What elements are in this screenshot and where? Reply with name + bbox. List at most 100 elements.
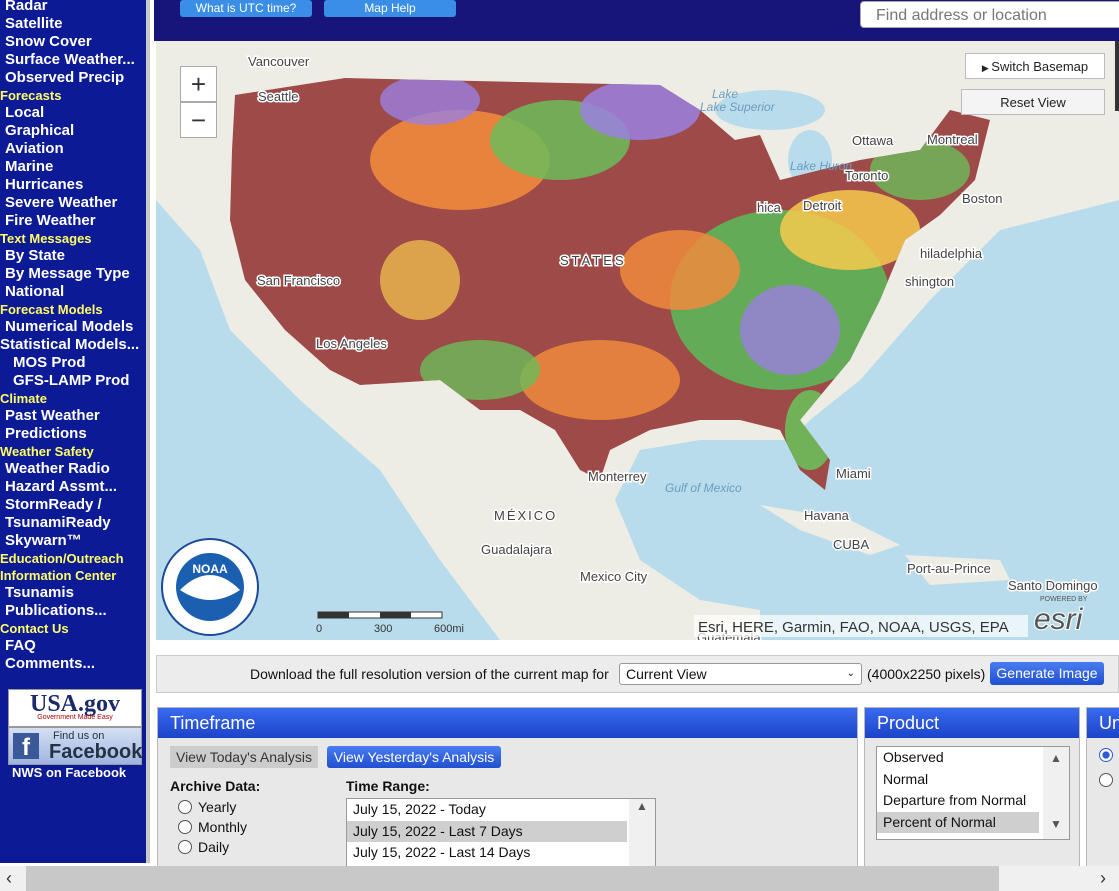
nav-link[interactable]: Satellite [5, 15, 63, 32]
map-label: CUBA [833, 537, 869, 552]
range-item[interactable]: July 15, 2022 - Today [353, 801, 486, 817]
nav-heading[interactable]: Text Messages [0, 231, 92, 246]
nav-link[interactable]: Surface Weather... [5, 51, 135, 68]
nav-link[interactable]: By State [5, 247, 66, 264]
scale-label: 300 [374, 623, 392, 635]
search-box[interactable]: Find address or location [860, 1, 1119, 28]
usagov-tag: Government Made Easy [37, 714, 113, 721]
product-panel: Product Observed Normal Departure from Nor… [864, 707, 1080, 867]
nav-link[interactable]: Local [5, 104, 45, 121]
archive-option[interactable]: Monthly [178, 817, 247, 837]
nav-link[interactable]: MOS Prod [13, 354, 86, 371]
option-label: Yearly [198, 799, 237, 815]
nav-link[interactable]: Predictions [5, 425, 87, 442]
fb-top: Find us on [53, 730, 105, 742]
facebook-badge[interactable]: f Find us on Facebook [8, 727, 142, 765]
nav-link[interactable]: Skywarn™ [5, 532, 82, 549]
nav-link[interactable]: Observed Precip [5, 69, 125, 86]
today-button[interactable]: View Today's Analysis [170, 746, 318, 768]
unit-radio[interactable] [1099, 773, 1113, 787]
fb-icon: f [13, 733, 39, 761]
option-label: Daily [198, 839, 230, 855]
scroll-right[interactable]: › [1100, 868, 1106, 888]
range-list[interactable]: July 15, 2022 - Today July 15, 2022 - Las… [346, 798, 656, 866]
help-button[interactable]: Map Help [324, 0, 456, 17]
archive-option[interactable]: Yearly [178, 797, 247, 817]
nav-heading[interactable]: Forecast Models [0, 302, 103, 317]
reset-button[interactable]: Reset View [961, 89, 1105, 115]
nav-link[interactable]: Statistical Models... [0, 336, 140, 353]
yesterday-button[interactable]: View Yesterday's Analysis [327, 746, 501, 768]
nav-link[interactable]: National [5, 283, 65, 300]
utc-button[interactable]: What is UTC time? [180, 0, 312, 17]
generate-button[interactable]: Generate Image [990, 662, 1104, 685]
unit-radio[interactable] [1099, 748, 1113, 762]
nav-link[interactable]: GFS-LAMP Prod [13, 372, 130, 389]
nav-link[interactable]: Snow Cover [5, 33, 92, 50]
nav-heading[interactable]: Information Center [0, 568, 117, 583]
zoom-in[interactable]: + [180, 66, 217, 102]
range-item[interactable]: July 15, 2022 - Last 7 Days [347, 820, 627, 842]
nav-link[interactable]: Marine [5, 158, 54, 175]
archive-option[interactable]: Daily [178, 837, 247, 857]
map-label: Ottawa [852, 133, 894, 148]
scroll-left[interactable]: ‹ [6, 868, 12, 888]
radio [178, 800, 192, 814]
map-label: Los Angeles [316, 336, 387, 351]
nav-link[interactable]: StormReady / TsunamiReady [5, 496, 111, 531]
map-label: Lake Superior [700, 100, 776, 114]
nav-link[interactable]: Hazard Assmt... [5, 478, 117, 495]
product-item[interactable]: Normal [883, 770, 929, 787]
range-item[interactable]: July 15, 2022 - Last 14 Days [353, 844, 531, 860]
map[interactable]: Vancouver Seattle Lake Lake Superior Ott… [156, 41, 1119, 640]
nav-heading[interactable]: Contact Us [0, 621, 69, 636]
v-scrollbar [1115, 41, 1119, 111]
nav-heading[interactable]: Climate [0, 391, 47, 406]
nav-link[interactable]: FAQ [5, 637, 36, 654]
product-item[interactable]: Observed [883, 749, 944, 765]
product-list[interactable]: Observed Normal Departure from Normal Perce… [876, 746, 1070, 840]
scale-label: 0 [316, 623, 322, 635]
map-label: STATES [560, 253, 627, 268]
zoom-out[interactable]: − [180, 102, 217, 138]
scale-bar-seg [380, 612, 411, 618]
nav-heading[interactable]: Forecasts [0, 88, 62, 103]
nav-heading[interactable]: Education/Outreach [0, 551, 124, 566]
fb-text: Facebook [49, 741, 143, 763]
nav-link[interactable]: Publications... [5, 602, 107, 619]
attribution-bg [694, 615, 1028, 637]
panel-title: Product [865, 708, 1079, 738]
map-label: San Francisco [257, 273, 340, 288]
view-select[interactable]: Current View ⌄ [619, 663, 862, 685]
nav-heading[interactable]: Weather Safety [0, 444, 94, 459]
nav-link[interactable]: Aviation [5, 140, 64, 157]
basemap-button[interactable]: ▶ Switch Basemap [965, 53, 1105, 79]
nav-link[interactable]: Graphical [5, 122, 75, 139]
nav-link[interactable]: By Message Type [5, 265, 130, 282]
map-canvas: Vancouver Seattle Lake Lake Superior Ott… [156, 41, 1119, 640]
list-scroll: ▲ ▼ [1043, 747, 1069, 839]
nav-link[interactable]: Fire Weather [5, 212, 96, 229]
nav-link[interactable]: Radar [5, 0, 48, 14]
nav-link[interactable]: Numerical Models [5, 318, 134, 335]
nav-link[interactable]: Past Weather [5, 407, 100, 424]
nav-link[interactable]: Tsunamis [5, 584, 74, 601]
esri-logo: esri [1034, 603, 1084, 636]
map-label: Seattle [258, 89, 298, 104]
nav-link[interactable]: Comments... [5, 655, 96, 672]
product-item[interactable]: Departure from Normal [883, 792, 1027, 808]
powered-by: POWERED BY [1040, 596, 1088, 603]
fb-link[interactable]: NWS on Facebook [12, 765, 127, 780]
download-bar: Download the full resolution version of … [156, 655, 1119, 693]
noaa-bird [180, 575, 240, 600]
map-label: Lake [712, 87, 738, 101]
usagov-badge[interactable]: USA.gov Government Made Easy [8, 689, 142, 727]
nav-link[interactable]: Weather Radio [5, 460, 110, 477]
scroll-thumb[interactable] [26, 866, 999, 891]
nav-link[interactable]: Hurricanes [5, 176, 84, 193]
size-text: (4000x2250 pixels) [867, 666, 986, 682]
map-label: Miami [836, 466, 871, 481]
map-label: Mexico City [580, 569, 648, 584]
product-item[interactable]: Percent of Normal [877, 811, 1039, 833]
nav-link[interactable]: Severe Weather [5, 194, 118, 211]
